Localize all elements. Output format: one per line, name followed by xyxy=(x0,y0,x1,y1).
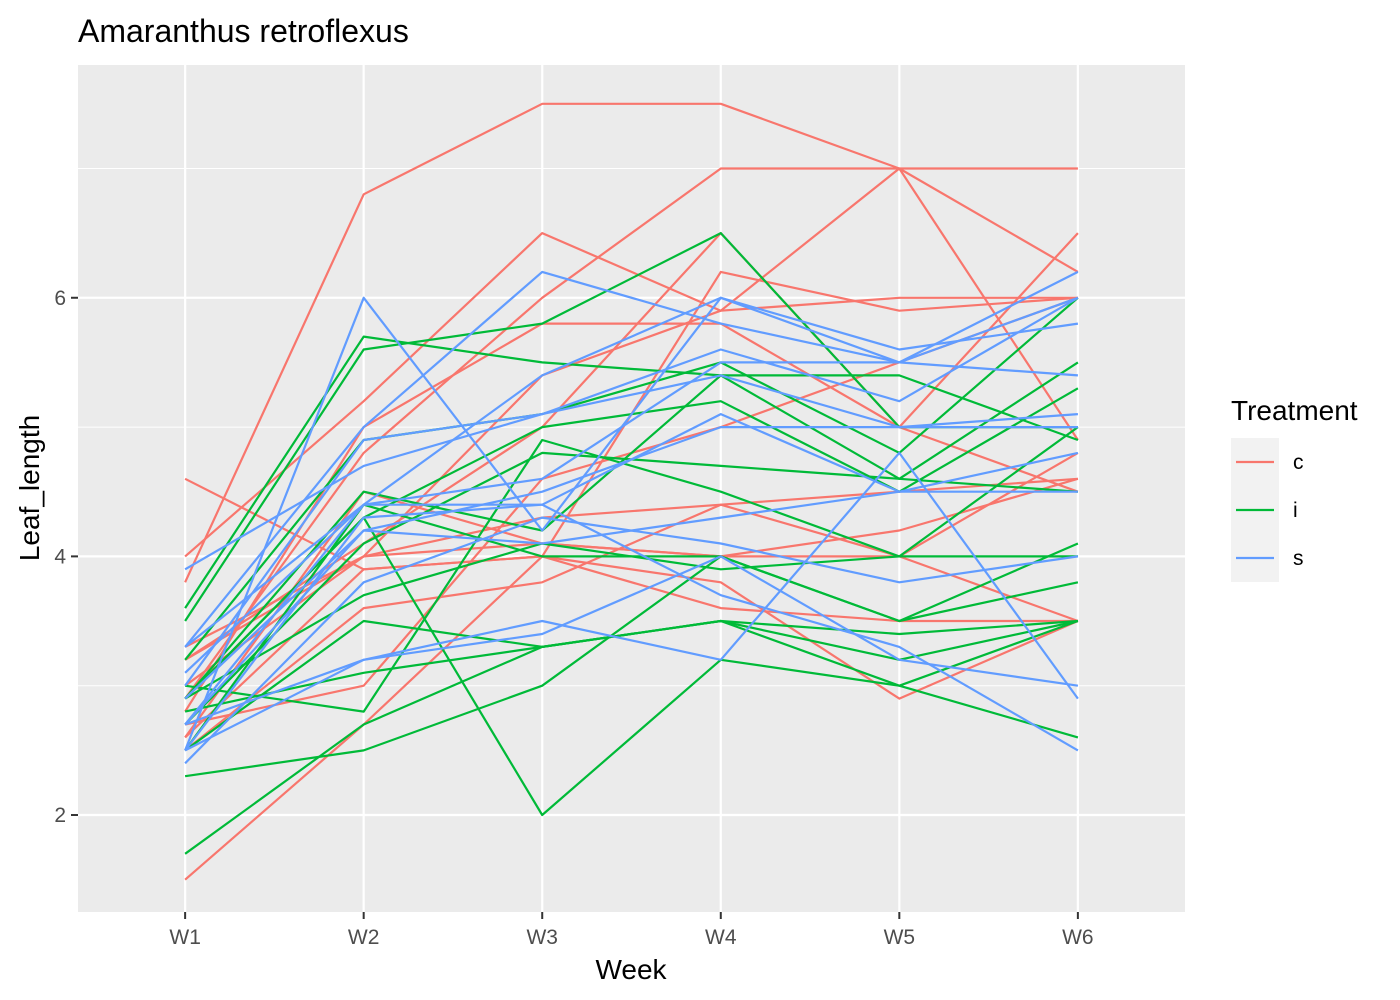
series-line-s-38 xyxy=(184,516,1079,765)
series-line-c-6 xyxy=(184,232,1079,713)
series-line-i-16 xyxy=(184,335,1079,609)
series-line-c-12 xyxy=(184,555,1079,739)
y-tick-label: 6 xyxy=(54,287,66,310)
series-line-c-2 xyxy=(184,167,1079,558)
series-line-i-18 xyxy=(184,361,1079,700)
x-axis: W1 W2 W3 W4 W5 W6 xyxy=(169,912,1094,949)
series-line-s-32 xyxy=(184,296,1079,687)
legend-label-s: s xyxy=(1293,547,1304,570)
x-tick-label: W1 xyxy=(169,926,201,949)
series-line-i-28 xyxy=(184,516,1079,817)
y-axis-title: Leaf_length xyxy=(14,415,45,561)
series-line-s-36 xyxy=(184,413,1079,752)
chart-title: Amaranthus retroflexus xyxy=(78,13,409,49)
series-line-s-30 xyxy=(184,270,1079,648)
series-line-c-1 xyxy=(184,102,1078,583)
x-tick-label: W3 xyxy=(526,926,558,949)
legend-label-i: i xyxy=(1293,499,1298,522)
series-line-i-25 xyxy=(184,542,1079,778)
series-line-c-13 xyxy=(184,555,1078,881)
x-tick-label: W2 xyxy=(348,926,380,949)
series-line-s-29 xyxy=(184,270,1079,751)
x-axis-title: Week xyxy=(595,954,667,985)
series-line-s-34 xyxy=(184,374,1078,571)
x-tick-label: W5 xyxy=(884,926,916,949)
y-axis: 2 4 6 xyxy=(54,287,78,827)
series-line-s-31 xyxy=(184,296,1079,674)
series-line-s-40 xyxy=(184,451,1079,752)
series-line-c-5 xyxy=(184,296,1078,648)
x-tick-label: W4 xyxy=(705,926,737,949)
series-line-c-3 xyxy=(184,167,1079,700)
series-layer xyxy=(184,102,1079,881)
legend: Treatment c i s xyxy=(1231,395,1358,582)
legend-label-c: c xyxy=(1293,451,1304,474)
series-line-c-10 xyxy=(184,451,1079,752)
series-line-i-27 xyxy=(184,619,1079,855)
series-line-i-21 xyxy=(184,426,1079,713)
y-tick-label: 2 xyxy=(54,804,66,827)
series-line-s-41 xyxy=(184,555,1079,726)
y-tick-label: 4 xyxy=(54,545,66,568)
x-tick-label: W6 xyxy=(1062,926,1094,949)
legend-title: Treatment xyxy=(1231,395,1358,426)
series-line-c-9 xyxy=(184,477,1078,687)
series-line-s-33 xyxy=(184,361,1078,726)
